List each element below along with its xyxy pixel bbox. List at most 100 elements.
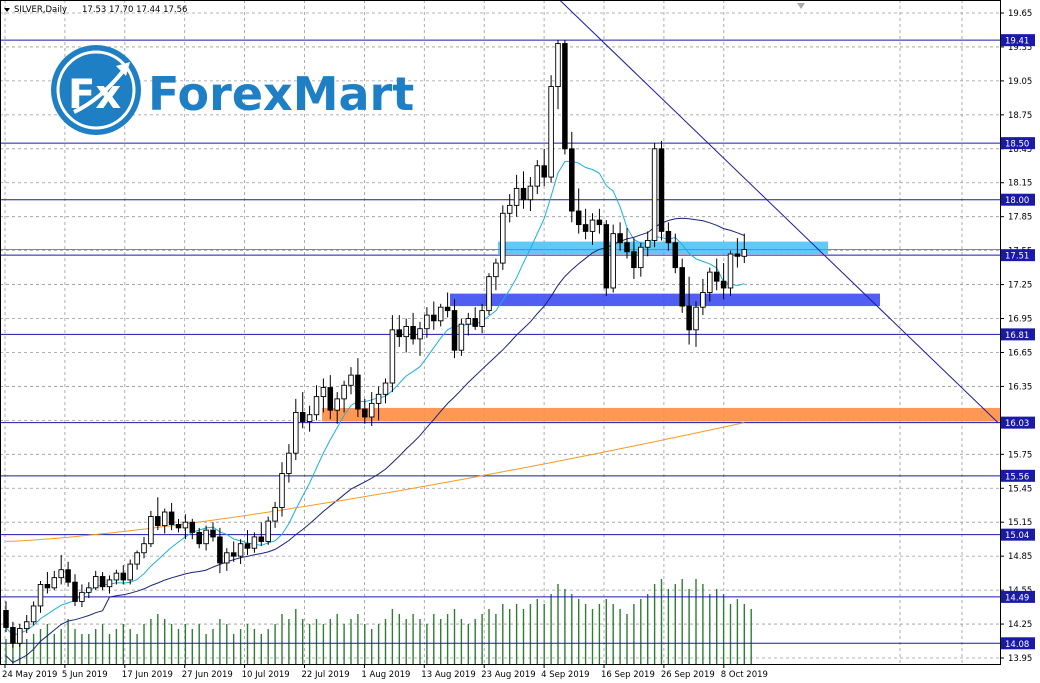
candle <box>686 276 692 345</box>
x-tick-label: 5 Jun 2019 <box>62 670 108 680</box>
candle <box>424 307 430 338</box>
x-tick-label: 27 Jun 2019 <box>182 670 233 680</box>
candle-body-bear <box>44 583 51 589</box>
candle <box>396 315 403 347</box>
candle <box>665 222 672 251</box>
level-label: 16.03 <box>1005 419 1029 429</box>
candle <box>368 392 375 427</box>
candle <box>562 40 568 155</box>
candle <box>465 312 472 336</box>
candle-body-bull <box>638 246 644 269</box>
price-zones <box>322 241 1000 422</box>
orange-zone <box>322 407 1000 422</box>
level-label-bg <box>1001 328 1035 341</box>
candle <box>548 75 554 183</box>
candle <box>472 307 478 330</box>
candle-body-bull <box>79 591 85 602</box>
candle <box>500 205 506 270</box>
candle <box>44 572 51 594</box>
descending-trendline <box>558 0 999 423</box>
candle <box>265 516 271 545</box>
candle <box>155 497 161 531</box>
y-tick-label: 14.25 <box>1008 620 1032 630</box>
candle-body-bull <box>23 621 30 630</box>
horizontal-levels <box>0 39 1000 644</box>
x-tick-label: 4 Sep 2019 <box>541 670 589 680</box>
candle-body-bull <box>700 292 706 308</box>
candle <box>23 615 30 634</box>
candle <box>444 292 451 318</box>
candle-body-bear <box>120 572 127 581</box>
candle-body-bull <box>320 387 327 398</box>
level-label-bg <box>1001 590 1035 603</box>
collapse-arrow-icon[interactable] <box>4 8 10 12</box>
y-tick-label: 19.65 <box>1008 9 1032 19</box>
candle <box>86 582 92 599</box>
candle-body-bull <box>368 402 375 418</box>
candle <box>679 258 685 313</box>
candle-body-bull <box>651 148 658 241</box>
symbol-label: SILVER,Daily <box>14 5 67 15</box>
level-label: 18.00 <box>1005 196 1029 206</box>
candle <box>72 574 78 606</box>
candle-body-bear <box>155 516 161 527</box>
candle-body-bear <box>431 314 437 322</box>
candle-body-bear <box>72 581 78 602</box>
candle-body-bull <box>293 411 299 454</box>
candle <box>707 267 713 302</box>
candle-body-bull <box>286 452 292 475</box>
level-label: 14.49 <box>1005 593 1029 603</box>
candle <box>306 405 313 432</box>
candle-body-bull <box>741 249 748 257</box>
candle-body-bull <box>437 306 444 322</box>
candle-body-bear <box>734 253 741 257</box>
candle-body-bull <box>644 239 651 248</box>
candle <box>99 572 106 591</box>
candle <box>113 569 120 585</box>
candle <box>327 375 334 420</box>
level-label: 18.50 <box>1005 140 1029 150</box>
candle-body-bull <box>610 233 616 289</box>
x-tick-label: 26 Sep 2019 <box>661 670 715 680</box>
candle <box>65 561 71 587</box>
y-tick-label: 16.65 <box>1008 348 1032 358</box>
chart-frame <box>0 0 1001 665</box>
level-label: 19.41 <box>1005 37 1029 47</box>
candle-body-bear <box>168 511 175 525</box>
candle-body-bull <box>403 325 409 338</box>
candle <box>451 299 458 359</box>
candle-body-bear <box>617 233 623 244</box>
candle <box>182 514 189 540</box>
candle <box>37 581 44 613</box>
candle-body-bear <box>596 219 603 226</box>
candle <box>555 40 561 110</box>
ma-slow-line <box>5 422 745 542</box>
candle <box>431 301 437 330</box>
level-label-bg <box>1001 528 1035 541</box>
candle-body-bull <box>389 329 396 384</box>
candle-body-bull <box>86 587 92 593</box>
candle-body-bear <box>3 610 9 628</box>
trendline <box>558 0 999 423</box>
candle <box>603 220 610 296</box>
candle-body-bull <box>161 511 168 527</box>
x-tick-label: 13 Aug 2019 <box>421 670 475 680</box>
candle <box>700 278 706 316</box>
candle-body-bear <box>355 374 361 410</box>
candle <box>10 621 16 648</box>
candle-body-bull <box>51 577 58 589</box>
x-tick-label: 24 May 2019 <box>2 670 57 680</box>
candle-body-bull <box>251 536 258 549</box>
level-label-bg <box>1001 137 1035 150</box>
candle <box>120 565 127 585</box>
candle <box>506 194 513 223</box>
candle-body-bear <box>217 536 223 564</box>
candle-body-bear <box>603 224 610 289</box>
candle-body-bull <box>506 204 513 214</box>
y-tick-label: 16.95 <box>1008 315 1032 325</box>
candle-body-bear <box>575 210 582 226</box>
candle-body-bear <box>65 569 71 583</box>
candle <box>644 231 651 257</box>
candle <box>141 536 147 559</box>
